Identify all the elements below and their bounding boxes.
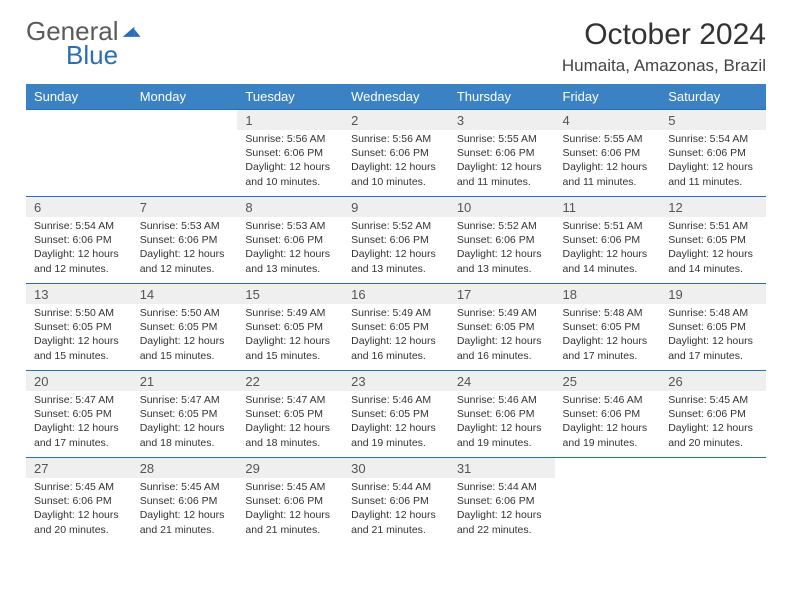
- daynum-cell: 6: [26, 197, 132, 218]
- daynum-row: 6789101112: [26, 197, 766, 218]
- daynum-cell: 18: [555, 284, 661, 305]
- daynum-cell: 29: [237, 458, 343, 479]
- daynum-cell: 31: [449, 458, 555, 479]
- day-content-cell: Sunrise: 5:55 AMSunset: 6:06 PMDaylight:…: [555, 130, 661, 197]
- daynum-cell: 17: [449, 284, 555, 305]
- empty-content-cell: [660, 478, 766, 544]
- day-content-cell: Sunrise: 5:56 AMSunset: 6:06 PMDaylight:…: [237, 130, 343, 197]
- day-content-cell: Sunrise: 5:54 AMSunset: 6:06 PMDaylight:…: [26, 217, 132, 284]
- day-content-cell: Sunrise: 5:53 AMSunset: 6:06 PMDaylight:…: [237, 217, 343, 284]
- content-row: Sunrise: 5:54 AMSunset: 6:06 PMDaylight:…: [26, 217, 766, 284]
- daynum-cell: 23: [343, 371, 449, 392]
- day-content-cell: Sunrise: 5:51 AMSunset: 6:06 PMDaylight:…: [555, 217, 661, 284]
- daynum-row: 20212223242526: [26, 371, 766, 392]
- daynum-cell: 25: [555, 371, 661, 392]
- day-content-cell: Sunrise: 5:47 AMSunset: 6:05 PMDaylight:…: [132, 391, 238, 458]
- daynum-row: 2728293031: [26, 458, 766, 479]
- weekday-header: Tuesday: [237, 84, 343, 110]
- location-text: Humaita, Amazonas, Brazil: [562, 56, 766, 76]
- day-content-cell: Sunrise: 5:52 AMSunset: 6:06 PMDaylight:…: [449, 217, 555, 284]
- logo-icon: [121, 18, 143, 44]
- weekday-header: Wednesday: [343, 84, 449, 110]
- day-content-cell: Sunrise: 5:53 AMSunset: 6:06 PMDaylight:…: [132, 217, 238, 284]
- day-content-cell: Sunrise: 5:44 AMSunset: 6:06 PMDaylight:…: [343, 478, 449, 544]
- day-content-cell: Sunrise: 5:48 AMSunset: 6:05 PMDaylight:…: [555, 304, 661, 371]
- empty-daynum-cell: [660, 458, 766, 479]
- day-content-cell: Sunrise: 5:46 AMSunset: 6:06 PMDaylight:…: [449, 391, 555, 458]
- daynum-cell: 2: [343, 110, 449, 131]
- day-content-cell: Sunrise: 5:47 AMSunset: 6:05 PMDaylight:…: [237, 391, 343, 458]
- empty-content-cell: [132, 130, 238, 197]
- calendar-head: SundayMondayTuesdayWednesdayThursdayFrid…: [26, 84, 766, 110]
- day-content-cell: Sunrise: 5:51 AMSunset: 6:05 PMDaylight:…: [660, 217, 766, 284]
- day-content-cell: Sunrise: 5:48 AMSunset: 6:05 PMDaylight:…: [660, 304, 766, 371]
- day-content-cell: Sunrise: 5:49 AMSunset: 6:05 PMDaylight:…: [343, 304, 449, 371]
- calendar-body: 12345Sunrise: 5:56 AMSunset: 6:06 PMDayl…: [26, 110, 766, 545]
- daynum-cell: 13: [26, 284, 132, 305]
- day-content-cell: Sunrise: 5:49 AMSunset: 6:05 PMDaylight:…: [237, 304, 343, 371]
- calendar-table: SundayMondayTuesdayWednesdayThursdayFrid…: [26, 84, 766, 544]
- day-content-cell: Sunrise: 5:50 AMSunset: 6:05 PMDaylight:…: [132, 304, 238, 371]
- daynum-row: 12345: [26, 110, 766, 131]
- daynum-cell: 10: [449, 197, 555, 218]
- weekday-header: Saturday: [660, 84, 766, 110]
- day-content-cell: Sunrise: 5:45 AMSunset: 6:06 PMDaylight:…: [26, 478, 132, 544]
- daynum-cell: 27: [26, 458, 132, 479]
- day-content-cell: Sunrise: 5:56 AMSunset: 6:06 PMDaylight:…: [343, 130, 449, 197]
- day-content-cell: Sunrise: 5:54 AMSunset: 6:06 PMDaylight:…: [660, 130, 766, 197]
- day-content-cell: Sunrise: 5:46 AMSunset: 6:06 PMDaylight:…: [555, 391, 661, 458]
- day-content-cell: Sunrise: 5:49 AMSunset: 6:05 PMDaylight:…: [449, 304, 555, 371]
- daynum-cell: 19: [660, 284, 766, 305]
- day-content-cell: Sunrise: 5:55 AMSunset: 6:06 PMDaylight:…: [449, 130, 555, 197]
- daynum-cell: 24: [449, 371, 555, 392]
- empty-content-cell: [555, 478, 661, 544]
- daynum-row: 13141516171819: [26, 284, 766, 305]
- header: GeneralBlue October 2024 Humaita, Amazon…: [26, 18, 766, 76]
- daynum-cell: 11: [555, 197, 661, 218]
- daynum-cell: 3: [449, 110, 555, 131]
- content-row: Sunrise: 5:45 AMSunset: 6:06 PMDaylight:…: [26, 478, 766, 544]
- empty-daynum-cell: [132, 110, 238, 131]
- logo: GeneralBlue: [26, 18, 143, 68]
- daynum-cell: 22: [237, 371, 343, 392]
- day-content-cell: Sunrise: 5:45 AMSunset: 6:06 PMDaylight:…: [660, 391, 766, 458]
- weekday-header: Friday: [555, 84, 661, 110]
- logo-text-blue: Blue: [66, 42, 143, 68]
- content-row: Sunrise: 5:47 AMSunset: 6:05 PMDaylight:…: [26, 391, 766, 458]
- day-content-cell: Sunrise: 5:47 AMSunset: 6:05 PMDaylight:…: [26, 391, 132, 458]
- weekday-header: Thursday: [449, 84, 555, 110]
- empty-daynum-cell: [555, 458, 661, 479]
- page-title: October 2024: [562, 18, 766, 52]
- weekday-header: Monday: [132, 84, 238, 110]
- daynum-cell: 9: [343, 197, 449, 218]
- empty-content-cell: [26, 130, 132, 197]
- day-content-cell: Sunrise: 5:50 AMSunset: 6:05 PMDaylight:…: [26, 304, 132, 371]
- day-content-cell: Sunrise: 5:46 AMSunset: 6:05 PMDaylight:…: [343, 391, 449, 458]
- daynum-cell: 20: [26, 371, 132, 392]
- daynum-cell: 5: [660, 110, 766, 131]
- weekday-header: Sunday: [26, 84, 132, 110]
- weekday-row: SundayMondayTuesdayWednesdayThursdayFrid…: [26, 84, 766, 110]
- daynum-cell: 30: [343, 458, 449, 479]
- content-row: Sunrise: 5:56 AMSunset: 6:06 PMDaylight:…: [26, 130, 766, 197]
- daynum-cell: 12: [660, 197, 766, 218]
- daynum-cell: 28: [132, 458, 238, 479]
- content-row: Sunrise: 5:50 AMSunset: 6:05 PMDaylight:…: [26, 304, 766, 371]
- daynum-cell: 14: [132, 284, 238, 305]
- calendar-page: GeneralBlue October 2024 Humaita, Amazon…: [0, 0, 792, 544]
- daynum-cell: 8: [237, 197, 343, 218]
- daynum-cell: 7: [132, 197, 238, 218]
- daynum-cell: 21: [132, 371, 238, 392]
- day-content-cell: Sunrise: 5:44 AMSunset: 6:06 PMDaylight:…: [449, 478, 555, 544]
- daynum-cell: 1: [237, 110, 343, 131]
- daynum-cell: 4: [555, 110, 661, 131]
- empty-daynum-cell: [26, 110, 132, 131]
- daynum-cell: 16: [343, 284, 449, 305]
- daynum-cell: 15: [237, 284, 343, 305]
- day-content-cell: Sunrise: 5:45 AMSunset: 6:06 PMDaylight:…: [237, 478, 343, 544]
- title-block: October 2024 Humaita, Amazonas, Brazil: [562, 18, 766, 76]
- day-content-cell: Sunrise: 5:45 AMSunset: 6:06 PMDaylight:…: [132, 478, 238, 544]
- day-content-cell: Sunrise: 5:52 AMSunset: 6:06 PMDaylight:…: [343, 217, 449, 284]
- daynum-cell: 26: [660, 371, 766, 392]
